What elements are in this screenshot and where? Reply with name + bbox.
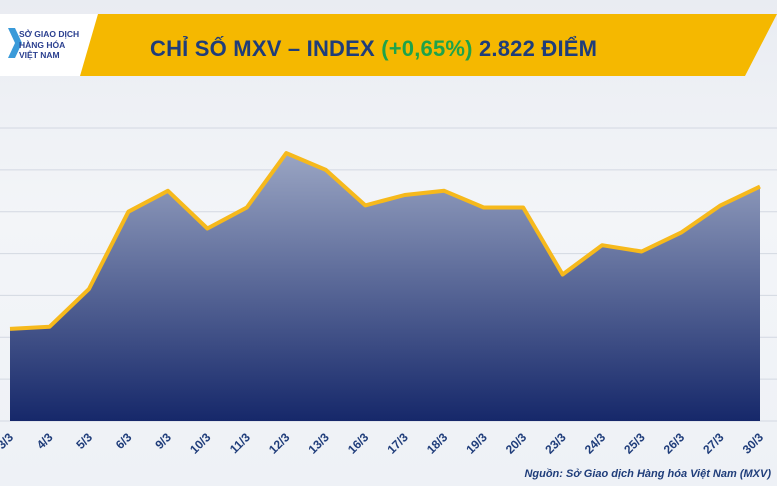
series-line [9,151,761,331]
header-shapes [0,14,777,76]
x-tick-label: 18/3 [424,430,451,457]
x-tick-label: 6/3 [113,430,135,452]
x-tick-label: 20/3 [503,430,530,457]
x-tick-label: 11/3 [227,430,253,456]
chart-title: CHỈ SỐ MXV – INDEX (+0,65%) 2.822 ĐIỂM [150,29,710,69]
x-tick-label: 26/3 [661,430,688,457]
x-tick-label: 3/3 [0,430,16,452]
x-tick-labels: 3/3 4/3 5/3 6/3 9/3 10/3 11/3 12/3 13/3 16/3 17/3 1… [0,430,766,457]
area-fill [10,153,760,421]
logo-text: SỞ GIAO DỊCH HÀNG HÓA VIỆT NAM [19,29,80,60]
x-tick-label: 24/3 [582,430,609,457]
source-note: Nguồn: Sở Giao dịch Hàng hóa Việt Nam (M… [524,468,771,480]
x-tick-label: 9/3 [152,430,174,452]
title-change: (+0,65%) [381,36,473,61]
x-tick-label: 16/3 [345,430,372,457]
mxv-logo: SỞ GIAO DỊCH HÀNG HÓA VIỆT NAM [8,22,94,78]
title-suffix: 2.822 ĐIỂM [472,36,598,61]
logo-chevron-icon [8,28,22,58]
x-tick-label: 30/3 [740,430,767,457]
x-tick-label: 5/3 [73,430,95,452]
x-tick-label: 23/3 [542,430,569,457]
title-prefix: CHỈ SỐ MXV – INDEX [150,36,382,61]
x-tick-label: 25/3 [621,430,648,457]
x-tick-label: 12/3 [266,430,293,457]
x-tick-label: 27/3 [700,430,727,457]
x-tick-label: 19/3 [463,430,490,457]
x-tick-label: 13/3 [305,430,332,457]
x-tick-label: 17/3 [384,430,411,457]
header-banner: SỞ GIAO DỊCH HÀNG HÓA VIỆT NAM CHỈ SỐ MX… [0,14,777,76]
x-tick-label: 10/3 [187,430,214,457]
x-tick-label: 4/3 [34,430,56,452]
